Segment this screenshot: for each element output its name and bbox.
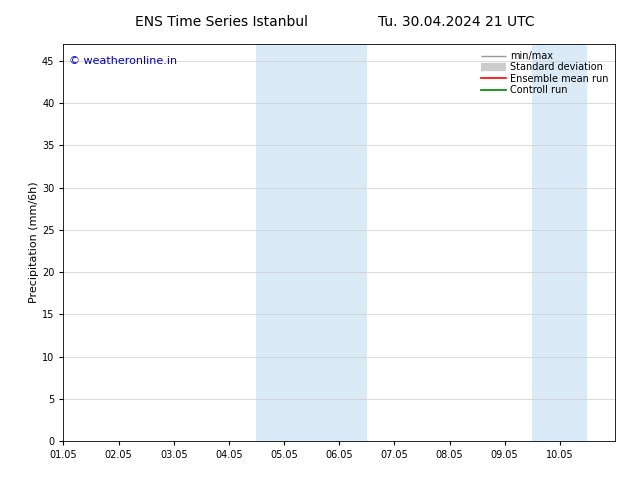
Bar xyxy=(533,44,588,441)
Text: Tu. 30.04.2024 21 UTC: Tu. 30.04.2024 21 UTC xyxy=(378,15,535,29)
Text: ENS Time Series Istanbul: ENS Time Series Istanbul xyxy=(136,15,308,29)
Y-axis label: Precipitation (mm/6h): Precipitation (mm/6h) xyxy=(29,182,39,303)
Legend: min/max, Standard deviation, Ensemble mean run, Controll run: min/max, Standard deviation, Ensemble me… xyxy=(477,47,612,99)
Text: © weatheronline.in: © weatheronline.in xyxy=(69,56,177,66)
Bar xyxy=(256,44,367,441)
